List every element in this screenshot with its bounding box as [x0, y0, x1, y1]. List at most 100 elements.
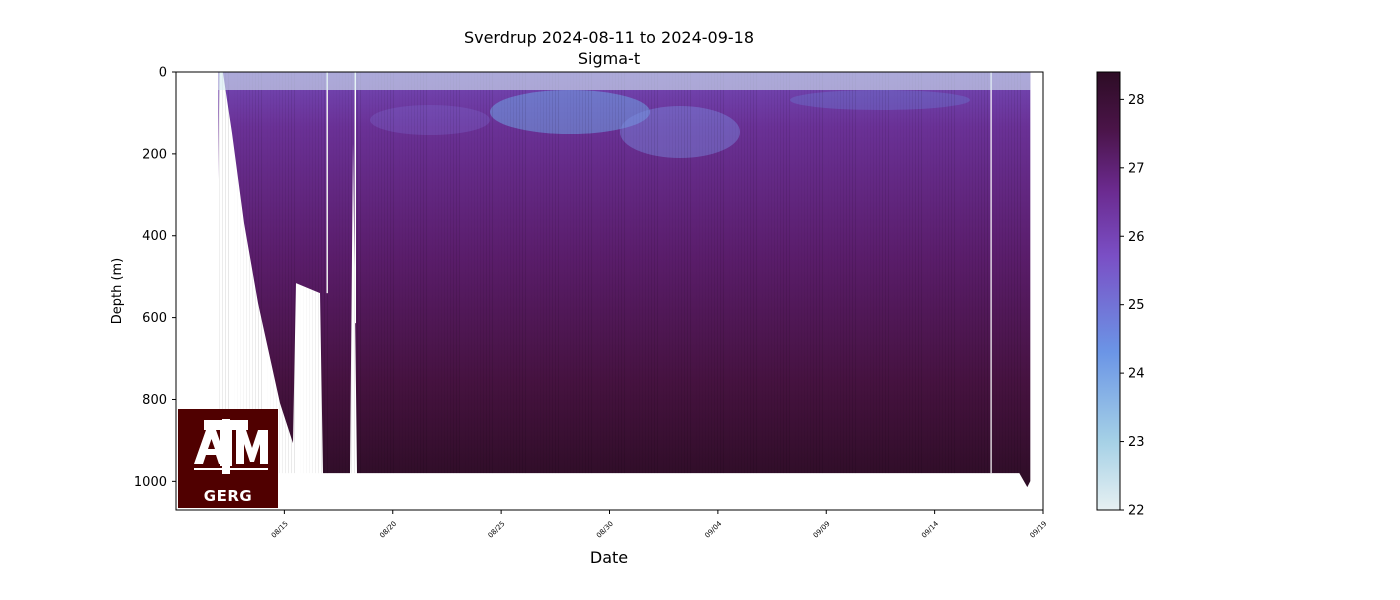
profile-stripe: [345, 72, 346, 474]
profile-stripe: [456, 72, 457, 474]
profile-stripe: [807, 72, 808, 474]
colorbar-ticks: 22 23 24 25 26 27 28: [1120, 93, 1145, 519]
profile-stripe: [582, 72, 583, 474]
profile-stripe: [969, 72, 970, 473]
profile-stripe: [951, 72, 952, 474]
y-tick-label: 400: [142, 229, 167, 244]
profile-stripe: [846, 72, 847, 474]
profile-stripe: [636, 72, 637, 473]
profile-stripe: [450, 72, 451, 474]
profile-stripe: [294, 72, 295, 474]
gerg-logo: GERG: [178, 409, 278, 508]
profile-stripe: [711, 72, 712, 474]
profile-stripe: [723, 72, 724, 474]
profile-stripe: [1017, 72, 1018, 474]
profile-stripe: [888, 72, 889, 474]
profile-stripe: [906, 72, 907, 474]
profile-stripe: [630, 72, 631, 473]
profile-stripe: [306, 72, 307, 473]
profile-stripe: [672, 72, 673, 473]
profile-stripe: [219, 72, 220, 474]
profile-stripe: [1005, 72, 1006, 474]
profile-stripe: [498, 72, 499, 473]
profile-stripe: [708, 72, 709, 474]
profile-stripe: [468, 72, 469, 473]
profile-stripe: [744, 72, 745, 474]
profile-stripe: [303, 72, 304, 473]
profile-stripe: [996, 72, 997, 473]
profile-stripe: [465, 72, 466, 473]
profile-stripe: [1026, 72, 1027, 473]
profile-stripe: [981, 72, 982, 474]
profile-stripe: [1011, 72, 1012, 474]
profile-stripe: [249, 72, 250, 474]
profile-stripe: [441, 72, 442, 473]
colorbar-tick-label: 28: [1128, 93, 1145, 108]
profile-stripe: [522, 72, 523, 474]
profile-stripe: [339, 72, 340, 473]
profile-stripe: [936, 72, 937, 473]
profile-stripe: [657, 72, 658, 474]
profile-stripe: [606, 72, 607, 473]
profile-stripe: [810, 72, 811, 474]
profile-stripe: [834, 72, 835, 473]
profile-stripe: [336, 72, 337, 473]
profile-stripe: [483, 72, 484, 474]
profile-stripe: [222, 72, 223, 474]
field-feature: [370, 105, 490, 135]
profile-stripe: [411, 72, 412, 474]
profile-stripe: [771, 72, 772, 473]
y-tick-label: 800: [142, 393, 167, 408]
profile-stripe: [444, 72, 445, 474]
profile-stripe: [765, 72, 766, 473]
profile-stripe: [669, 72, 670, 473]
x-tick-label: 09/19: [1028, 520, 1048, 540]
x-tick-label: 09/09: [812, 520, 832, 540]
profile-stripe: [939, 72, 940, 474]
profile-stripe: [285, 72, 286, 474]
profile-stripe: [417, 72, 418, 474]
profile-stripe: [525, 72, 526, 474]
profile-stripe: [501, 72, 502, 473]
profile-stripe: [690, 72, 691, 474]
profile-stripe: [378, 72, 379, 474]
profile-stripe: [966, 72, 967, 473]
x-tick-label: 08/15: [270, 520, 290, 540]
x-axis: 08/15 08/20 08/25 08/30 09/04 09/09 09/14 09/19: [270, 510, 1048, 540]
profile-stripe: [645, 72, 646, 474]
colorbar-gradient: [1096, 71, 1121, 511]
y-tick-label: 200: [142, 147, 167, 162]
profile-stripe: [816, 72, 817, 474]
profile-stripe: [732, 72, 733, 473]
profile-stripe: [780, 72, 781, 474]
y-tick-label: 600: [142, 311, 167, 326]
profile-stripe: [684, 72, 685, 474]
profile-stripe: [933, 72, 934, 473]
profile-stripe: [348, 72, 349, 474]
profile-stripe: [537, 72, 538, 473]
profile-stripe: [558, 72, 559, 474]
profile-stripe: [555, 72, 556, 474]
profile-stripe: [885, 72, 886, 474]
profile-stripe: [942, 72, 943, 474]
profile-stripe: [360, 72, 361, 474]
colorbar-tick-label: 26: [1128, 230, 1145, 245]
field-feature: [790, 90, 970, 110]
profile-stripe: [585, 72, 586, 474]
profile-stripe: [897, 72, 898, 473]
profile-stripe: [552, 72, 553, 474]
profile-stripe: [489, 72, 490, 474]
profile-stripe: [453, 72, 454, 474]
profile-stripe: [975, 72, 976, 474]
profile-stripe: [258, 72, 259, 474]
profile-stripe: [342, 72, 343, 473]
profile-stripe: [819, 72, 820, 474]
profile-stripe: [861, 72, 862, 473]
profile-stripe: [372, 72, 373, 473]
profile-stripe: [288, 72, 289, 474]
profile-stripe: [321, 72, 322, 474]
profile-stripe: [753, 72, 754, 474]
profile-stripe: [756, 72, 757, 474]
x-axis-label: Date: [590, 548, 628, 567]
